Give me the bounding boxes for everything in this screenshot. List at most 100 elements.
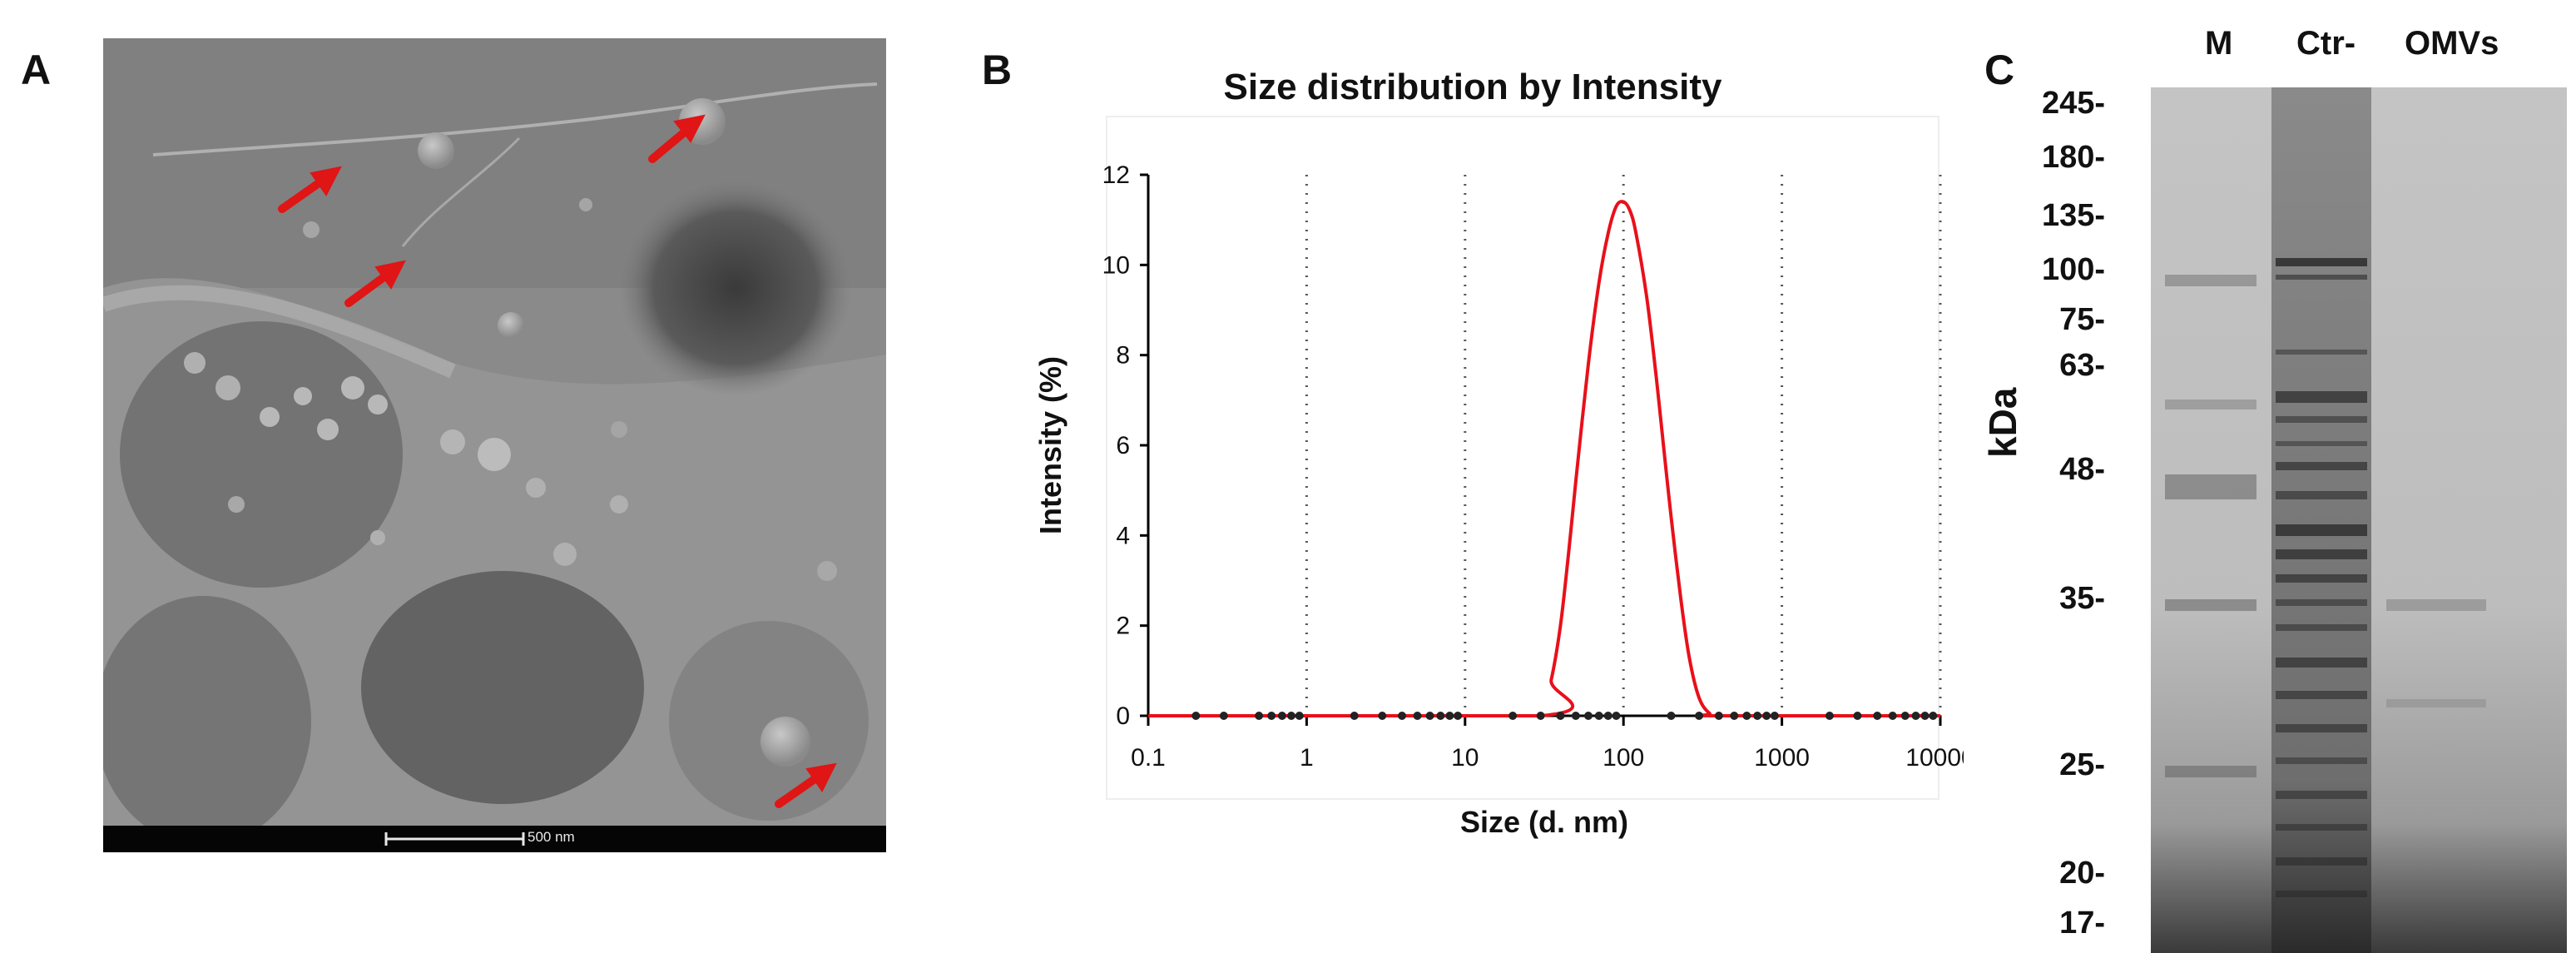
y-tick-label: 12	[1102, 161, 1130, 189]
data-point	[1667, 712, 1676, 720]
data-point	[1603, 712, 1612, 720]
data-point	[1350, 712, 1359, 720]
mw-marker-label: 63-	[2059, 348, 2105, 383]
data-point	[1594, 712, 1603, 720]
data-point	[1508, 712, 1518, 720]
data-point	[1742, 712, 1751, 720]
data-point	[1888, 712, 1897, 720]
y-tick-label: 8	[1116, 342, 1130, 370]
scale-bar: 500 nm	[103, 826, 886, 852]
y-axis-label: Intensity (%)	[1033, 356, 1068, 534]
gel-band	[2276, 574, 2367, 583]
data-point	[1425, 712, 1434, 720]
gel-image	[2151, 87, 2567, 953]
tem-image	[103, 38, 886, 852]
gel-band	[2165, 474, 2256, 499]
gel-band	[2276, 757, 2367, 764]
gel-band	[2276, 624, 2367, 631]
data-point	[1753, 712, 1762, 720]
chart-frame	[1106, 116, 1939, 800]
gel-band	[2276, 658, 2367, 668]
gel-band	[2386, 599, 2486, 611]
data-point	[1873, 712, 1882, 720]
gel-band	[2276, 416, 2367, 423]
panel-label-c: C	[1984, 47, 2015, 93]
mw-marker-label: 100-	[2041, 252, 2105, 287]
data-point	[1853, 712, 1862, 720]
y-tick-label: 6	[1116, 432, 1130, 459]
data-point	[1536, 712, 1545, 720]
data-point	[1398, 712, 1407, 720]
data-point	[1612, 712, 1621, 720]
panel-label-a: A	[21, 47, 52, 93]
x-tick-label: 0.1	[1131, 744, 1166, 772]
data-point	[1920, 712, 1930, 720]
series-line	[1148, 200, 1940, 718]
gel-band	[2276, 824, 2367, 831]
x-tick-label: 1	[1300, 744, 1314, 772]
gel-band	[2276, 599, 2367, 606]
gel-band	[2165, 400, 2256, 409]
chart-title: Size distribution by Intensity	[1223, 67, 1722, 107]
data-point	[1911, 712, 1920, 720]
mw-marker-label: 180-	[2041, 140, 2105, 175]
gel-band	[2386, 699, 2486, 707]
lane-label-control: Ctr-	[2296, 25, 2356, 62]
y-tick-label: 0	[1116, 702, 1130, 730]
mw-marker-label: 20-	[2059, 856, 2105, 891]
mw-marker-label: 25-	[2059, 747, 2105, 782]
scale-bar-label: 500 nm	[528, 829, 575, 845]
gel-band	[2276, 691, 2367, 699]
chart-plot: 0 2 4 6 8 10 12 0.1 1 10 100 1000 10000 Size (d. nm) I…	[1033, 116, 1964, 839]
x-axis-label: Size (d. nm)	[1460, 805, 1628, 839]
data-point	[1413, 712, 1422, 720]
data-point	[1714, 712, 1723, 720]
gel-band	[2276, 462, 2367, 470]
gel-band	[2165, 766, 2256, 777]
gel-band	[2276, 791, 2367, 799]
data-point	[1295, 712, 1304, 720]
lane-label-marker: M	[2205, 25, 2233, 62]
gel-band	[2276, 724, 2367, 732]
data-point	[1571, 712, 1580, 720]
data-point	[1556, 712, 1565, 720]
data-point	[1454, 712, 1463, 720]
data-point	[1770, 712, 1779, 720]
mw-marker-label: 75-	[2059, 302, 2105, 337]
mw-marker-label: 35-	[2059, 581, 2105, 616]
x-tick-label: 10	[1451, 744, 1479, 772]
data-point	[1277, 712, 1286, 720]
x-tick-label: 100	[1603, 744, 1644, 772]
tem-micrograph: 500 nm	[103, 38, 886, 852]
gel-band	[2276, 350, 2367, 355]
data-point	[1378, 712, 1387, 720]
data-point	[1255, 712, 1264, 720]
sds-page-gel: M Ctr- OMVs kDa 245- 180- 135- 100- 75- 63- 48…	[1980, 25, 2576, 953]
gel-band	[2276, 391, 2367, 403]
gel-band	[2276, 275, 2367, 280]
data-point	[1286, 712, 1295, 720]
y-tick-label: 10	[1102, 251, 1130, 279]
data-point	[1267, 712, 1276, 720]
panel-label-b: B	[982, 47, 1013, 93]
data-point	[1436, 712, 1445, 720]
data-point	[1583, 712, 1593, 720]
x-tick-label: 10000	[1905, 744, 1964, 772]
data-point	[1191, 712, 1201, 720]
gel-band	[2276, 441, 2367, 446]
lane-label-omvs: OMVs	[2405, 25, 2499, 62]
data-point	[1219, 712, 1228, 720]
gel-band	[2276, 549, 2367, 559]
data-point	[1445, 712, 1454, 720]
data-point	[1730, 712, 1739, 720]
gel-band	[2165, 275, 2256, 286]
mw-marker-label: 17-	[2059, 906, 2105, 941]
gel-band	[2276, 857, 2367, 866]
gel-band	[2276, 891, 2367, 897]
data-point	[1900, 712, 1910, 720]
size-distribution-chart: Size distribution by Intensity 0 2 4 6 8 10 12…	[982, 67, 1964, 866]
y-tick-label: 4	[1116, 522, 1130, 549]
data-point	[1762, 712, 1771, 720]
x-tick-label: 1000	[1754, 744, 1810, 772]
gel-band	[2276, 258, 2367, 266]
